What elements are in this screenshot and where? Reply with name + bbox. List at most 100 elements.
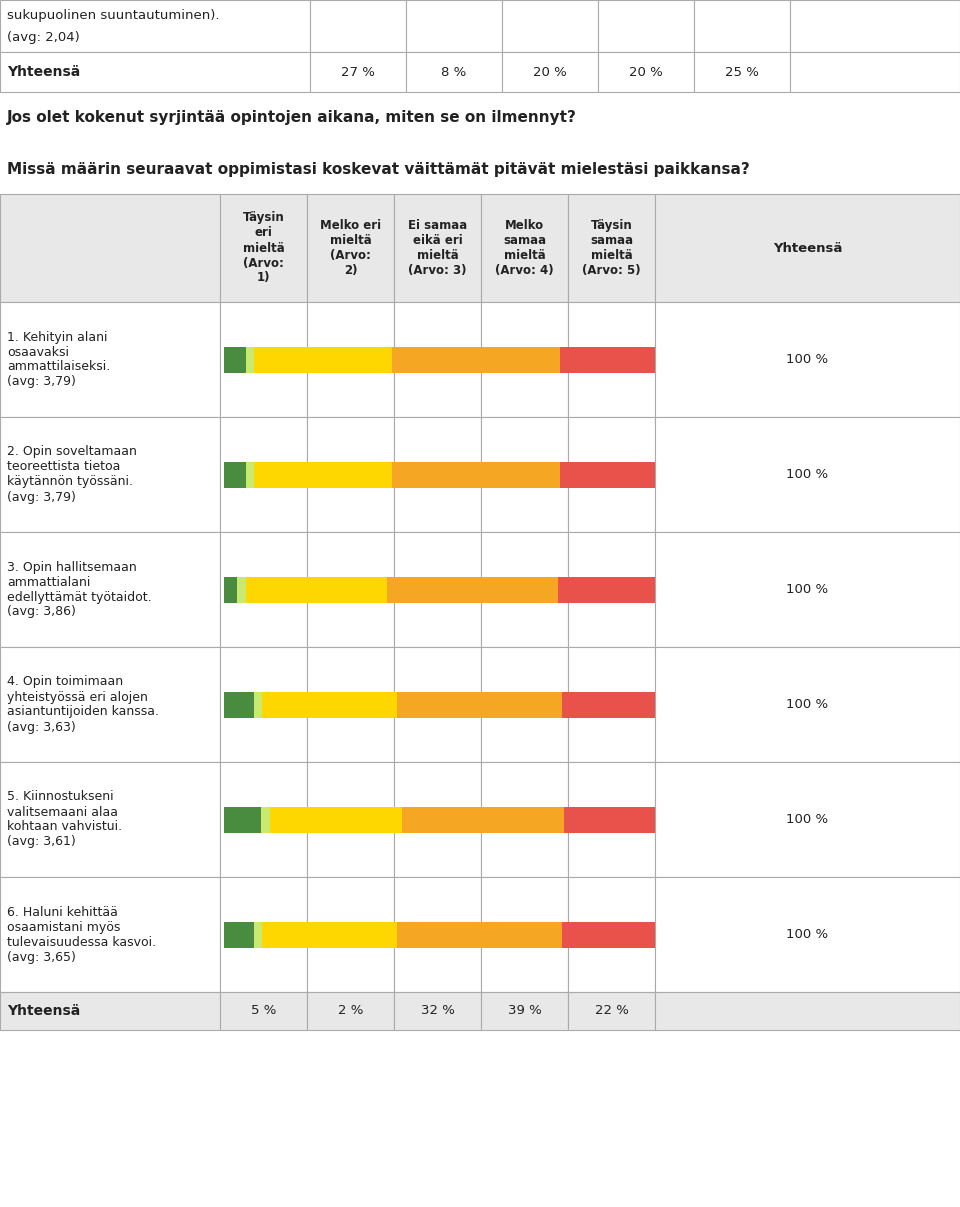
Text: sukupuolinen suuntautuminen).: sukupuolinen suuntautuminen). <box>7 10 220 22</box>
Bar <box>220 532 307 647</box>
Bar <box>568 416 655 532</box>
Bar <box>237 577 246 602</box>
Bar <box>481 877 568 992</box>
Text: 100 %: 100 % <box>786 928 828 941</box>
Bar <box>307 416 394 532</box>
Bar <box>655 762 960 877</box>
Text: 27 %: 27 % <box>341 65 375 78</box>
Text: 2. Opin soveltamaan
teoreettista tietoa
käytännön työssäni.
(avg: 3,79): 2. Opin soveltamaan teoreettista tietoa … <box>7 445 137 503</box>
Bar <box>224 806 261 833</box>
Text: 6. Haluni kehittää
osaamistani myös
tulevaisuudessa kasvoi.
(avg: 3,65): 6. Haluni kehittää osaamistani myös tule… <box>7 905 156 963</box>
Bar <box>310 0 406 52</box>
Bar <box>0 877 220 992</box>
Bar <box>220 762 307 877</box>
Text: (avg: 2,04): (avg: 2,04) <box>7 31 80 43</box>
Bar <box>220 302 307 416</box>
Bar <box>655 647 960 762</box>
Bar <box>655 302 960 416</box>
Bar <box>598 52 694 92</box>
Bar <box>561 461 655 488</box>
Bar <box>307 877 394 992</box>
Bar <box>224 461 246 488</box>
Bar <box>220 877 307 992</box>
Text: 100 %: 100 % <box>786 468 828 482</box>
Bar <box>0 992 220 1030</box>
Text: 3. Opin hallitsemaan
ammattialani
edellyttämät työtaidot.
(avg: 3,86): 3. Opin hallitsemaan ammattialani edelly… <box>7 560 152 618</box>
Bar <box>307 302 394 416</box>
Bar <box>502 0 598 52</box>
Text: 1. Kehityin alani
osaavaksi
ammattilaiseksi.
(avg: 3,79): 1. Kehityin alani osaavaksi ammattilaise… <box>7 331 110 389</box>
Text: 39 %: 39 % <box>508 1004 541 1018</box>
Bar <box>561 346 655 373</box>
Bar <box>254 461 392 488</box>
Bar <box>481 647 568 762</box>
Bar <box>790 0 960 52</box>
Bar <box>655 877 960 992</box>
Bar <box>394 647 481 762</box>
Bar <box>394 877 481 992</box>
Text: Yhteensä: Yhteensä <box>7 65 81 78</box>
Bar <box>220 647 307 762</box>
Bar <box>406 52 502 92</box>
Bar <box>253 921 262 947</box>
Text: 20 %: 20 % <box>533 65 566 78</box>
Text: 100 %: 100 % <box>786 814 828 826</box>
Bar <box>394 532 481 647</box>
Bar <box>261 806 270 833</box>
Bar <box>307 992 394 1030</box>
Bar <box>246 346 254 373</box>
Text: Yhteensä: Yhteensä <box>7 1004 81 1018</box>
Bar <box>220 194 307 302</box>
Bar <box>568 877 655 992</box>
Bar <box>394 416 481 532</box>
Bar <box>0 302 220 416</box>
Bar <box>481 194 568 302</box>
Text: 2 %: 2 % <box>338 1004 363 1018</box>
Bar <box>562 692 655 717</box>
Bar <box>655 416 960 532</box>
Bar <box>262 692 397 717</box>
Text: 100 %: 100 % <box>786 698 828 711</box>
Bar <box>402 806 564 833</box>
Bar <box>253 692 262 717</box>
Bar <box>307 647 394 762</box>
Bar <box>392 346 561 373</box>
Text: Melko eri
mieltä
(Arvo:
2): Melko eri mieltä (Arvo: 2) <box>320 218 381 276</box>
Bar <box>262 921 397 947</box>
Text: 4. Opin toimimaan
yhteistyössä eri alojen
asiantuntijoiden kanssa.
(avg: 3,63): 4. Opin toimimaan yhteistyössä eri aloje… <box>7 676 159 734</box>
Text: Jos olet kokenut syrjintää opintojen aikana, miten se on ilmennyt?: Jos olet kokenut syrjintää opintojen aik… <box>7 110 577 126</box>
Bar <box>568 992 655 1030</box>
Bar <box>694 52 790 92</box>
Bar <box>481 992 568 1030</box>
Bar <box>224 921 253 947</box>
Bar <box>481 762 568 877</box>
Bar <box>568 194 655 302</box>
Bar <box>481 302 568 416</box>
Bar <box>397 692 562 717</box>
Text: 5 %: 5 % <box>251 1004 276 1018</box>
Bar <box>568 647 655 762</box>
Text: 100 %: 100 % <box>786 583 828 596</box>
Bar <box>307 194 394 302</box>
Bar <box>481 532 568 647</box>
Bar <box>220 416 307 532</box>
Bar <box>598 0 694 52</box>
Bar <box>568 302 655 416</box>
Text: Täysin
samaa
mieltä
(Arvo: 5): Täysin samaa mieltä (Arvo: 5) <box>582 218 641 276</box>
Text: 25 %: 25 % <box>725 65 759 78</box>
Bar <box>0 194 220 302</box>
Bar <box>568 762 655 877</box>
Text: 32 %: 32 % <box>420 1004 454 1018</box>
Bar <box>655 992 960 1030</box>
Bar <box>224 577 237 602</box>
Text: Melko
samaa
mieltä
(Arvo: 4): Melko samaa mieltä (Arvo: 4) <box>495 218 554 276</box>
Bar <box>0 0 310 52</box>
Bar <box>246 577 387 602</box>
Bar <box>224 692 253 717</box>
Bar <box>307 532 394 647</box>
Bar <box>307 762 394 877</box>
Bar <box>310 52 406 92</box>
Bar <box>559 577 655 602</box>
Text: Yhteensä: Yhteensä <box>773 241 842 255</box>
Bar <box>502 52 598 92</box>
